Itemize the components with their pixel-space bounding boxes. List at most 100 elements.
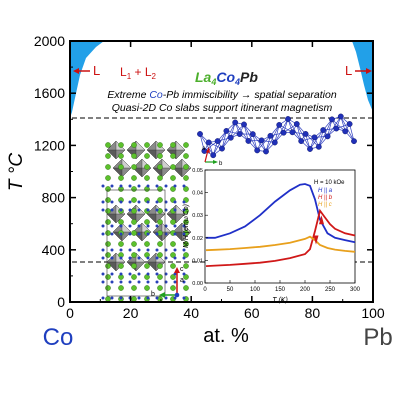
co-atom [110, 248, 114, 252]
co-atom [137, 232, 141, 236]
co-atom [146, 256, 150, 260]
la-atom [170, 164, 176, 170]
y-tick-label: 400 [42, 242, 66, 258]
co-atom [110, 208, 114, 212]
co-atom [101, 208, 105, 212]
co-atom [289, 129, 296, 136]
co-atom [267, 132, 274, 139]
co-bond [327, 116, 342, 137]
co-bond [274, 118, 289, 143]
la-atom [131, 153, 137, 159]
y-tick-label: 2000 [34, 33, 65, 49]
co-atom [258, 137, 265, 144]
co-atom [351, 138, 357, 145]
inset-series-group [205, 183, 356, 267]
co-atom [110, 200, 114, 204]
la-atom [131, 208, 137, 214]
la-atom [144, 263, 150, 269]
co-atom [271, 139, 278, 146]
la-atom [183, 175, 189, 181]
co-atom [128, 248, 132, 252]
co-atom [182, 280, 186, 284]
co-polyhedron [146, 204, 166, 224]
la-atom [105, 164, 111, 170]
la-atom [144, 142, 150, 148]
la-atom [131, 197, 137, 203]
co-atom [146, 232, 150, 236]
la-atom [118, 241, 124, 247]
la-atom [183, 285, 189, 291]
co-bond [309, 129, 324, 150]
co-atom [155, 232, 159, 236]
co-atom [101, 224, 105, 228]
co-atom [155, 280, 159, 284]
co-bond [331, 119, 346, 132]
co-atom [110, 280, 114, 284]
left-liquid-arrow [73, 68, 90, 74]
inset-legend-title: H = 10 kOe [314, 180, 345, 186]
co-atom [164, 184, 168, 188]
co-atom [110, 224, 114, 228]
co-atom [276, 122, 283, 128]
la-atom [170, 241, 176, 247]
co-atom [346, 121, 353, 127]
co-atom [302, 131, 309, 137]
co-bond [296, 123, 302, 142]
la-atom [105, 263, 111, 269]
la-atom [144, 219, 150, 225]
la-atom [144, 164, 150, 170]
co-bond [340, 116, 355, 142]
co-atom [146, 248, 150, 252]
co-atom [155, 256, 159, 260]
description-line-1: Extreme Co-Pb immiscibility → spatial se… [107, 89, 337, 101]
co-atom [182, 272, 186, 276]
co-atom [173, 184, 177, 188]
la-atom [105, 274, 111, 280]
co-bond [212, 130, 227, 156]
co-atom [101, 280, 105, 284]
co-atom [155, 200, 159, 204]
co-atom [155, 272, 159, 276]
co-atom [293, 121, 300, 127]
co-bond [265, 124, 280, 152]
co-atom [128, 280, 132, 284]
co-atom [315, 143, 322, 150]
description-line-2: Quasi-2D Co slabs support itinerant magn… [112, 102, 333, 114]
co-bond [199, 133, 214, 156]
liquid-region-left [70, 41, 104, 118]
la-atom [105, 153, 111, 159]
co-bond [296, 123, 311, 150]
right-liquid-label: L [345, 63, 352, 78]
co-atom [128, 208, 132, 212]
la-atom [131, 164, 137, 170]
co-atom [146, 224, 150, 228]
la-atom [118, 285, 124, 291]
co-atom [329, 116, 335, 123]
inset-legend-a: H || a [318, 188, 333, 194]
la-atom [118, 263, 124, 269]
la-atom [131, 241, 137, 247]
co-atom [241, 121, 247, 128]
inset-x-tick-label: 100 [250, 287, 261, 293]
inset-ticks: 0 50 100 150 200 250 300 0.00 0.01 0.02 0.03 0.04 0.… [192, 168, 360, 293]
la-atom [170, 252, 176, 258]
co-atom [173, 248, 177, 252]
y-tick-label: 1600 [34, 85, 65, 101]
inset-y-tick-label: 0.01 [192, 258, 203, 264]
x-tick-label: 100 [361, 305, 385, 321]
la-atom [157, 142, 163, 148]
co-chain-structure [197, 113, 357, 159]
co-atom [137, 280, 141, 284]
co-atom [182, 232, 186, 236]
co-atom [101, 184, 105, 188]
la-atom [157, 274, 163, 280]
inset-x-tick-label: 250 [325, 287, 336, 293]
co-atom [110, 184, 114, 188]
co-atom [128, 256, 132, 260]
co-atom [101, 296, 105, 300]
co-atom [128, 224, 132, 228]
transition-arrow-up [319, 215, 324, 225]
inset-y-tick-label: 0.02 [192, 236, 203, 242]
co-atom [155, 296, 159, 300]
co-atom [119, 208, 123, 212]
